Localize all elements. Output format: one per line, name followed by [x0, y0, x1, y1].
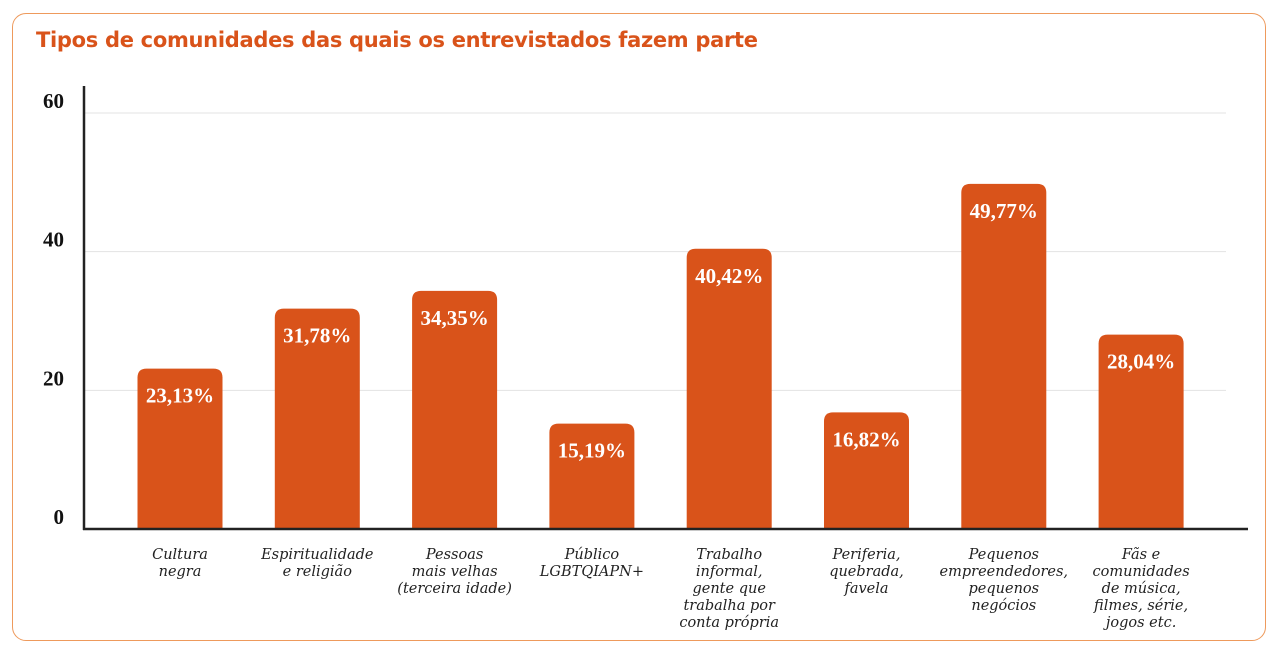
bar-value-label: 15,19%: [558, 439, 626, 463]
bar: [686, 248, 772, 529]
bar: [274, 308, 360, 529]
bar-value-label: 16,82%: [832, 427, 900, 451]
x-tick-label-line: de música,: [1102, 581, 1181, 597]
bar-value-label: 49,77%: [970, 199, 1038, 223]
bar-value-label: 31,78%: [283, 324, 351, 348]
y-tick-label: 20: [43, 366, 64, 390]
x-tick-label: Espiritualidade e religião: [260, 547, 373, 580]
x-tick-label-line: negra: [159, 564, 202, 580]
bar: [412, 290, 498, 529]
x-tick-label-line: Espiritualidade: [260, 547, 373, 563]
x-tick-label-line: Pequenos: [968, 547, 1039, 563]
x-tick-label: Periferia, quebrada, favela: [829, 547, 904, 597]
bar: [824, 412, 909, 529]
x-tick-label-line: informal,: [696, 564, 763, 580]
x-tick-label-line: Pessoas: [425, 547, 483, 563]
chart-title: Tipos de comunidades das quais os entrev…: [36, 28, 758, 52]
x-tick-label-line: empreendedores,: [940, 564, 1068, 580]
x-tick-label-line: pequenos: [969, 581, 1040, 597]
bar-value-label: 40,42%: [695, 264, 763, 288]
x-tick-label: Pessoas mais velhas (terceira idade): [397, 547, 512, 597]
x-tick-label-line: mais velhas: [412, 564, 498, 580]
x-tick-label-line: Trabalho: [696, 547, 762, 563]
x-tick-label-line: quebrada,: [829, 564, 904, 580]
x-tick-label: Público LGBTQIAPN+: [539, 547, 644, 580]
bar: [137, 368, 223, 529]
x-tick-label-line: trabalha por: [683, 598, 776, 614]
bar-value-label: 23,13%: [146, 384, 214, 408]
bar: [549, 423, 635, 529]
x-tick-label-line: Fãs e: [1121, 547, 1160, 563]
bar-value-label: 28,04%: [1107, 350, 1175, 374]
x-tick-label-line: Público: [564, 547, 620, 563]
x-tick-label-line: (terceira idade): [397, 581, 512, 597]
y-tick-label: 40: [43, 228, 64, 252]
x-tick-label: Pequenos empreendedores, pequenos negócios: [940, 547, 1068, 614]
bar: [1098, 334, 1184, 529]
bar: [961, 183, 1047, 530]
x-tick-label: Trabalho informal, gente que trabalha por co…: [679, 547, 779, 631]
y-tick-label: 60: [43, 89, 64, 113]
chart-card: [12, 13, 1266, 641]
x-tick-label: Cultura negra: [152, 547, 208, 580]
x-tick-label-line: e religião: [283, 564, 353, 580]
x-tick-label-line: Periferia,: [831, 547, 900, 563]
x-tick-label-line: favela: [843, 581, 888, 597]
x-tick-label-line: negócios: [971, 598, 1036, 614]
x-tick-label-line: gente que: [692, 581, 765, 597]
x-tick-label-line: Cultura: [152, 547, 208, 563]
bar-value-label: 34,35%: [420, 306, 488, 330]
x-tick-label-line: conta própria: [679, 615, 779, 631]
x-tick-label: Fãs e comunidades de música, filmes, série,…: [1093, 547, 1190, 631]
x-tick-label-line: LGBTQIAPN+: [539, 564, 644, 580]
y-tick-label: 0: [54, 505, 65, 529]
x-tick-label-line: jogos etc.: [1103, 615, 1176, 631]
x-tick-label-line: comunidades: [1093, 564, 1190, 580]
x-tick-label-line: filmes, série,: [1093, 598, 1188, 614]
